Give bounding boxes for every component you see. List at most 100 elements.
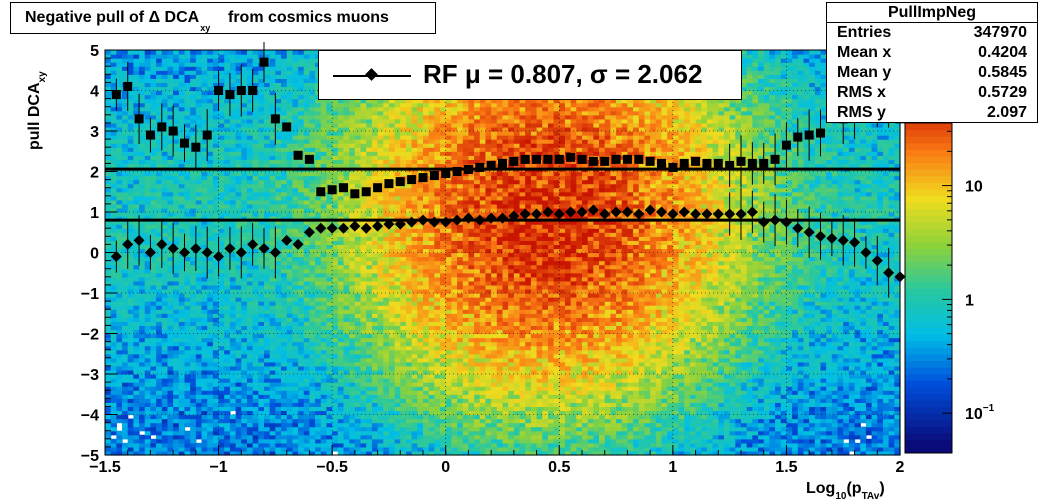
heatmap-cell <box>218 228 225 233</box>
heatmap-cell <box>150 232 157 237</box>
stats-row-rms-y: RMS y 2.097 <box>827 103 1037 123</box>
heatmap-cell <box>161 207 169 213</box>
heatmap-cell <box>161 297 169 302</box>
heatmap-cell <box>161 159 169 164</box>
heatmap-cell <box>167 341 174 347</box>
heatmap-cell <box>229 276 237 282</box>
heatmap-cell <box>349 398 356 403</box>
heatmap-cell <box>127 325 134 331</box>
heatmap-cell <box>229 422 237 428</box>
heatmap-cell <box>201 207 208 213</box>
heatmap-cell <box>315 321 322 326</box>
heatmap-cell <box>218 220 225 225</box>
title-box: Negative pull of Δ DCAxy from cosmics mu… <box>10 2 436 34</box>
heatmap-cell <box>264 438 271 444</box>
heatmap-cell <box>122 252 129 258</box>
heatmap-cell <box>122 220 129 225</box>
heatmap-cell <box>320 212 328 217</box>
heatmap-cell <box>127 179 134 185</box>
heatmap-cell <box>320 301 328 306</box>
heatmap-cell <box>110 374 117 379</box>
heatmap-cell <box>173 163 180 169</box>
heatmap-cell <box>275 297 282 302</box>
heatmap-cell <box>258 163 265 169</box>
heatmap-cell <box>212 284 220 290</box>
heatmap-cell <box>275 394 282 399</box>
heatmap-cell <box>122 313 129 318</box>
heatmap-cell <box>105 126 112 132</box>
heatmap-cell <box>167 203 174 209</box>
heatmap-cell <box>161 139 169 144</box>
heatmap-cell <box>133 58 140 63</box>
heatmap-cell <box>212 66 220 71</box>
heatmap-cell <box>122 147 129 152</box>
heatmap-cell <box>332 126 339 132</box>
heatmap-cell <box>360 171 367 177</box>
heatmap-cell <box>184 402 191 407</box>
heatmap-cell <box>144 374 152 379</box>
heatmap-cell <box>349 418 356 424</box>
heatmap-cell <box>218 341 225 347</box>
heatmap-cell <box>246 159 254 164</box>
heatmap-cell <box>173 102 180 108</box>
heatmap-cell <box>235 191 242 197</box>
heatmap-cell <box>281 280 288 286</box>
heatmap-cell <box>201 203 208 209</box>
heatmap-cell <box>309 114 316 120</box>
heatmap-cell <box>218 450 225 456</box>
heatmap-cell <box>167 143 174 148</box>
heatmap-cell <box>252 220 259 225</box>
heatmap-cell <box>332 207 339 213</box>
heatmap-cell <box>156 357 163 363</box>
heatmap-cell <box>383 418 390 424</box>
heatmap-cell <box>315 203 322 209</box>
heatmap-cell <box>218 374 225 379</box>
heatmap-cell <box>184 54 191 59</box>
heatmap-cell <box>207 118 214 124</box>
heatmap-cell <box>264 309 271 314</box>
heatmap-cell <box>122 66 129 71</box>
heatmap-cell <box>258 313 265 318</box>
heatmap-cell <box>127 434 134 440</box>
heatmap-cell <box>212 58 220 63</box>
heatmap-cell <box>161 66 169 71</box>
heatmap-cell <box>218 438 225 444</box>
heatmap-cell <box>241 50 248 55</box>
heatmap-cell <box>360 446 367 452</box>
heatmap-cell <box>349 220 356 225</box>
heatmap-cell <box>264 163 271 169</box>
heatmap-cell <box>246 284 254 290</box>
heatmap-cell <box>218 418 225 424</box>
heatmap-cell <box>144 224 152 229</box>
heatmap-cell <box>212 143 220 148</box>
heatmap-cell <box>360 357 367 363</box>
heatmap-cell <box>224 228 231 233</box>
heatmap-cell <box>264 426 271 432</box>
heatmap-cell <box>207 260 214 266</box>
heatmap-cell <box>309 110 316 116</box>
heatmap-cell <box>354 406 362 412</box>
heatmap-cell <box>303 126 311 132</box>
heatmap-cell <box>354 357 362 363</box>
heatmap-cell <box>201 369 208 375</box>
heatmap-cell <box>241 430 248 436</box>
heatmap-cell <box>212 357 220 363</box>
heatmap-cell <box>281 410 288 416</box>
heatmap-cell <box>298 216 305 221</box>
heatmap-cell <box>105 216 112 221</box>
heatmap-cell <box>207 147 214 152</box>
heatmap-cell <box>161 114 169 120</box>
heatmap-cell <box>207 50 214 55</box>
heatmap-cell <box>246 256 254 262</box>
heatmap-cell <box>224 54 231 59</box>
heatmap-cell <box>309 390 316 395</box>
heatmap-cell <box>281 268 288 274</box>
heatmap-cell <box>332 398 339 403</box>
heatmap-cell <box>246 191 254 197</box>
heatmap-cell <box>298 301 305 306</box>
heatmap-cell <box>156 155 163 160</box>
heatmap-cell <box>337 260 345 266</box>
heatmap-cell <box>377 260 384 266</box>
heatmap-cell <box>150 325 157 331</box>
heatmap-cell <box>212 175 220 181</box>
